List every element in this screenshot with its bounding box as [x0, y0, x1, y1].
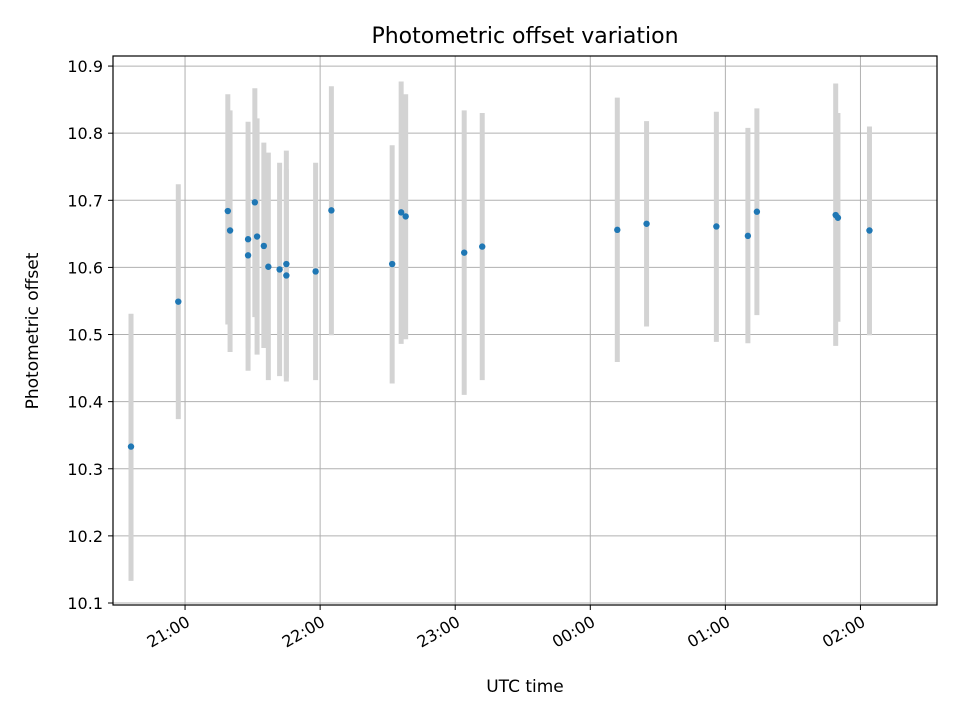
data-point	[744, 232, 752, 240]
data-point	[127, 443, 135, 450]
data-point	[265, 263, 272, 270]
x-tick-label: 00:00	[549, 612, 598, 652]
x-axis-label: UTC time	[486, 677, 564, 697]
data-point	[244, 252, 252, 259]
data-point	[753, 208, 761, 215]
data-point	[643, 220, 650, 227]
data-point	[713, 223, 720, 230]
data-point	[461, 249, 468, 256]
data-point	[244, 236, 252, 243]
data-point	[866, 227, 873, 234]
chart-title: Photometric offset variation	[371, 24, 678, 49]
data-point	[388, 260, 396, 268]
data-point	[614, 226, 621, 234]
data-point	[224, 207, 232, 215]
y-tick-label: 10.3	[67, 460, 103, 479]
x-tick-label: 22:00	[279, 612, 328, 652]
y-tick-label: 10.9	[67, 57, 103, 76]
plot-frame	[112, 55, 938, 606]
data-point	[402, 213, 409, 220]
data-point	[175, 298, 182, 305]
data-point	[283, 272, 290, 279]
data-point	[260, 242, 268, 250]
y-tick-label: 10.5	[67, 326, 103, 345]
data-point	[834, 214, 842, 221]
y-tick-label: 10.2	[67, 527, 103, 546]
data-point	[283, 260, 290, 268]
data-point	[276, 266, 283, 273]
y-tick-label: 10.4	[67, 393, 103, 412]
y-tick-label: 10.8	[67, 124, 103, 143]
x-tick-label: 01:00	[684, 612, 733, 652]
y-tick-label: 10.6	[67, 258, 103, 277]
data-point	[328, 207, 335, 214]
y-tick-label: 10.1	[67, 594, 103, 613]
data-point	[397, 209, 405, 216]
x-tick-label: 23:00	[414, 612, 463, 652]
data-point	[479, 243, 486, 250]
error-bars	[128, 81, 872, 581]
x-tick-label: 21:00	[144, 612, 193, 652]
y-axis-label: Photometric offset	[23, 252, 43, 409]
x-tick-label: 02:00	[819, 612, 868, 652]
data-points	[127, 199, 873, 450]
y-tick-label: 10.7	[67, 191, 103, 210]
data-point	[226, 227, 234, 234]
data-point	[253, 233, 261, 240]
grid	[113, 56, 937, 605]
data-point	[312, 268, 319, 275]
data-point	[251, 199, 259, 206]
